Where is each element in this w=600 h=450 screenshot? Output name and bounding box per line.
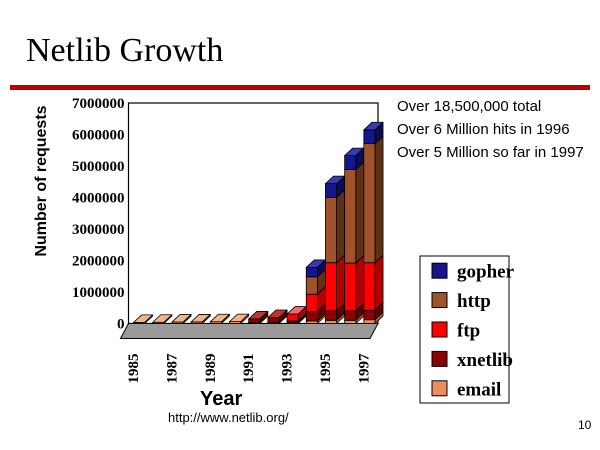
svg-text:http: http — [457, 291, 491, 312]
svg-text:1993: 1993 — [280, 354, 296, 384]
svg-text:2000000: 2000000 — [72, 254, 125, 270]
svg-text:1997: 1997 — [356, 353, 372, 384]
svg-text:1989: 1989 — [203, 354, 219, 384]
svg-text:1985: 1985 — [126, 354, 142, 384]
svg-text:email: email — [457, 379, 501, 400]
svg-text:1991: 1991 — [241, 354, 257, 384]
svg-text:xnetlib: xnetlib — [457, 350, 513, 371]
svg-text:0: 0 — [117, 317, 125, 333]
svg-text:1995: 1995 — [318, 354, 334, 384]
svg-text:1987: 1987 — [165, 353, 181, 384]
svg-text:ftp: ftp — [457, 321, 480, 342]
svg-text:gopher: gopher — [457, 262, 515, 283]
svg-text:7000000: 7000000 — [72, 96, 125, 112]
svg-text:5000000: 5000000 — [72, 159, 125, 175]
svg-text:4000000: 4000000 — [72, 191, 125, 207]
svg-text:3000000: 3000000 — [72, 222, 125, 238]
svg-text:1000000: 1000000 — [72, 285, 125, 301]
svg-text:6000000: 6000000 — [72, 128, 125, 144]
